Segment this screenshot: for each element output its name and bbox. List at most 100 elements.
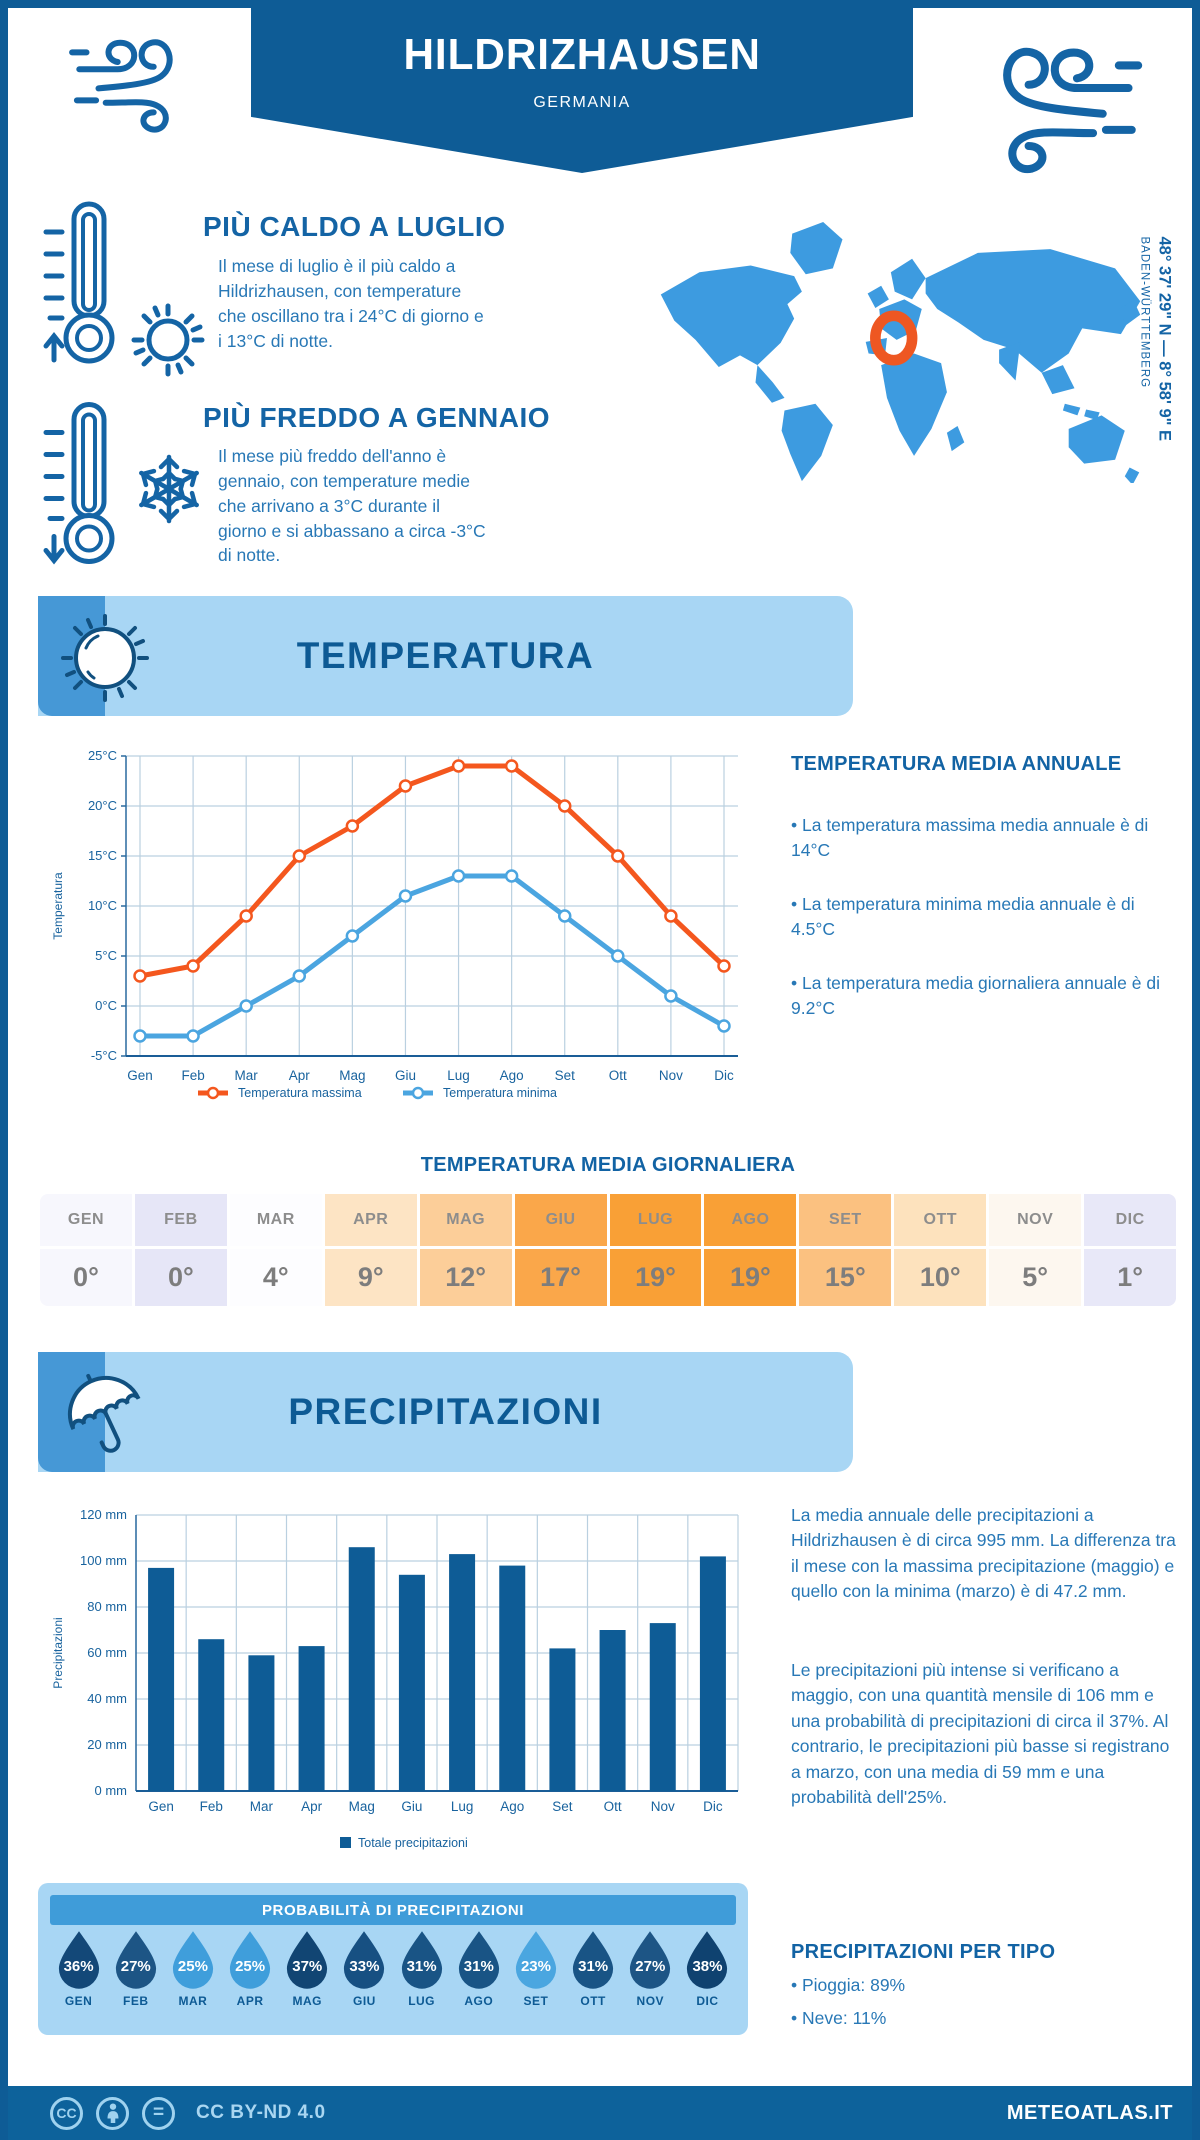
svg-text:Mag: Mag [349,1799,375,1814]
svg-text:Ago: Ago [500,1068,524,1083]
droplet-month: MAR [178,1994,208,2008]
droplet-percent: 38% [692,1958,723,1975]
probability-heading: PROBABILITÀ DI PRECIPITAZIONI [50,1895,736,1925]
droplet-month: SET [523,1994,549,2008]
svg-text:Giu: Giu [401,1799,422,1814]
svg-text:Nov: Nov [651,1799,675,1814]
temp-table-column: LUG 19° [609,1194,702,1306]
sun-icon [131,303,205,377]
droplet-month: OTT [580,1994,606,2008]
droplet-month: NOV [636,1994,665,2008]
svg-text:Set: Set [555,1068,576,1083]
probability-droplet: 38% DIC [679,1931,736,2008]
probability-droplet: 31% AGO [450,1931,507,2008]
coordinates-text: 48° 37' 29" N — 8° 58' 9" E [1155,236,1174,442]
probability-droplet: 36% GEN [50,1931,107,2008]
temp-table-month: LUG [609,1194,702,1246]
bullet-item: • Neve: 11% [791,2008,887,2029]
cc-icon: CC [50,2096,83,2130]
umbrella-banner-icon [68,1373,141,1453]
temp-table-column: AGO 19° [704,1194,797,1306]
svg-text:-5°C: -5°C [91,1048,117,1063]
svg-text:Apr: Apr [289,1068,311,1083]
svg-text:Lug: Lug [451,1799,474,1814]
droplet-month: FEB [123,1994,149,2008]
temp-table-column: APR 9° [324,1194,417,1306]
probability-droplet: 23% SET [507,1931,564,2008]
cc-icons: CC = CC BY-ND 4.0 [50,2096,326,2130]
temperature-section-title: TEMPERATURA [296,635,595,676]
svg-text:Temperatura massima: Temperatura massima [238,1086,362,1100]
probability-droplet: 37% MAG [279,1931,336,2008]
temp-table-column: MAR 4° [229,1194,322,1306]
svg-text:25°C: 25°C [88,748,117,763]
svg-text:Mar: Mar [250,1799,274,1814]
svg-text:Temperatura: Temperatura [51,872,65,940]
probability-droplet: 27% NOV [622,1931,679,2008]
bullet-item: • La temperatura massima media annuale è… [791,815,1149,861]
thermometer-hot-icon [43,201,115,364]
probability-panel: PROBABILITÀ DI PRECIPITAZIONI 36% GEN 27% F… [38,1883,748,2035]
temp-table-month: APR [324,1194,417,1246]
temp-table-value: 19° [609,1249,702,1306]
svg-text:5°C: 5°C [95,948,117,963]
location-marker [870,310,918,366]
probability-droplet: 31% OTT [565,1931,622,2008]
precipitation-paragraph-1: La media annuale delle precipitazioni a … [791,1505,1176,1602]
temp-table-value: 17° [514,1249,607,1306]
probability-droplet: 25% MAR [164,1931,221,2008]
temp-table-column: DIC 1° [1084,1194,1177,1306]
probability-droplet: 25% APR [222,1931,279,2008]
droplet-percent: 23% [520,1958,551,1975]
temp-table-value: 12° [419,1249,512,1306]
header-banner: HILDRIZHAUSEN GERMANIA [251,8,913,173]
droplet-percent: 36% [63,1958,94,1975]
svg-text:Lug: Lug [447,1068,470,1083]
wind-icon [1003,47,1143,174]
droplet-month: GEN [64,1994,93,2008]
svg-text:Ott: Ott [604,1799,622,1814]
page-subtitle: GERMANIA [533,94,631,111]
probability-droplet: 33% GIU [336,1931,393,2008]
svg-text:Gen: Gen [148,1799,174,1814]
svg-text:Giu: Giu [395,1068,416,1083]
droplet-percent: 37% [292,1958,323,1975]
svg-text:20 mm: 20 mm [87,1737,127,1752]
svg-text:Dic: Dic [703,1799,723,1814]
temperature-chart: 25°C 20°C 15°C 10°C 5°C 0°C -5°C Gen Feb Mar Apr Ma… [48,743,753,1111]
precipitation-section-banner: PRECIPITAZIONI [38,1352,853,1472]
precipitation-chart: 0 mm 20 mm 40 mm 60 mm 80 mm 100 mm 120 mm Gen F… [48,1496,753,1866]
precip-types-bullets: • Pioggia: 89% • Neve: 11% [791,1973,1183,2040]
svg-text:Feb: Feb [200,1799,223,1814]
svg-text:Precipitazioni: Precipitazioni [51,1617,65,1688]
warm-text: Il mese di luglio è il più caldo a Hildr… [218,256,484,351]
daily-temp-heading: TEMPERATURA MEDIA GIORNALIERA [420,1154,796,1176]
droplet-month: GIU [353,1994,376,2008]
droplet-percent: 31% [578,1958,609,1975]
svg-text:15°C: 15°C [88,848,117,863]
droplet-percent: 25% [177,1958,208,1975]
temp-table-month: FEB [134,1194,227,1246]
snowflake-icon [130,450,208,528]
svg-text:0 mm: 0 mm [95,1783,128,1798]
droplet-month: AGO [464,1994,494,2008]
precipitation-paragraph-2: Le precipitazioni più intense si verific… [791,1660,1170,1807]
droplet-month: APR [236,1994,264,2008]
svg-text:Set: Set [552,1799,573,1814]
temp-table-column: GEN 0° [40,1194,132,1306]
bullet-item: • La temperatura media giornaliera annua… [791,972,1160,1018]
attribution-person-icon [96,2096,129,2130]
no-derivatives-icon: = [142,2096,175,2130]
temp-table-column: FEB 0° [134,1194,227,1306]
temp-table-value: 10° [894,1249,987,1306]
svg-text:Feb: Feb [181,1068,204,1083]
temp-table-value: 19° [704,1249,797,1306]
svg-text:80 mm: 80 mm [87,1599,127,1614]
svg-text:Ago: Ago [500,1799,524,1814]
probability-droplet: 31% LUG [393,1931,450,2008]
temp-table-month: OTT [894,1194,987,1246]
wind-icon [69,39,173,133]
temp-table-month: NOV [989,1194,1082,1246]
svg-text:Dic: Dic [714,1068,734,1083]
droplet-percent: 27% [120,1958,151,1975]
